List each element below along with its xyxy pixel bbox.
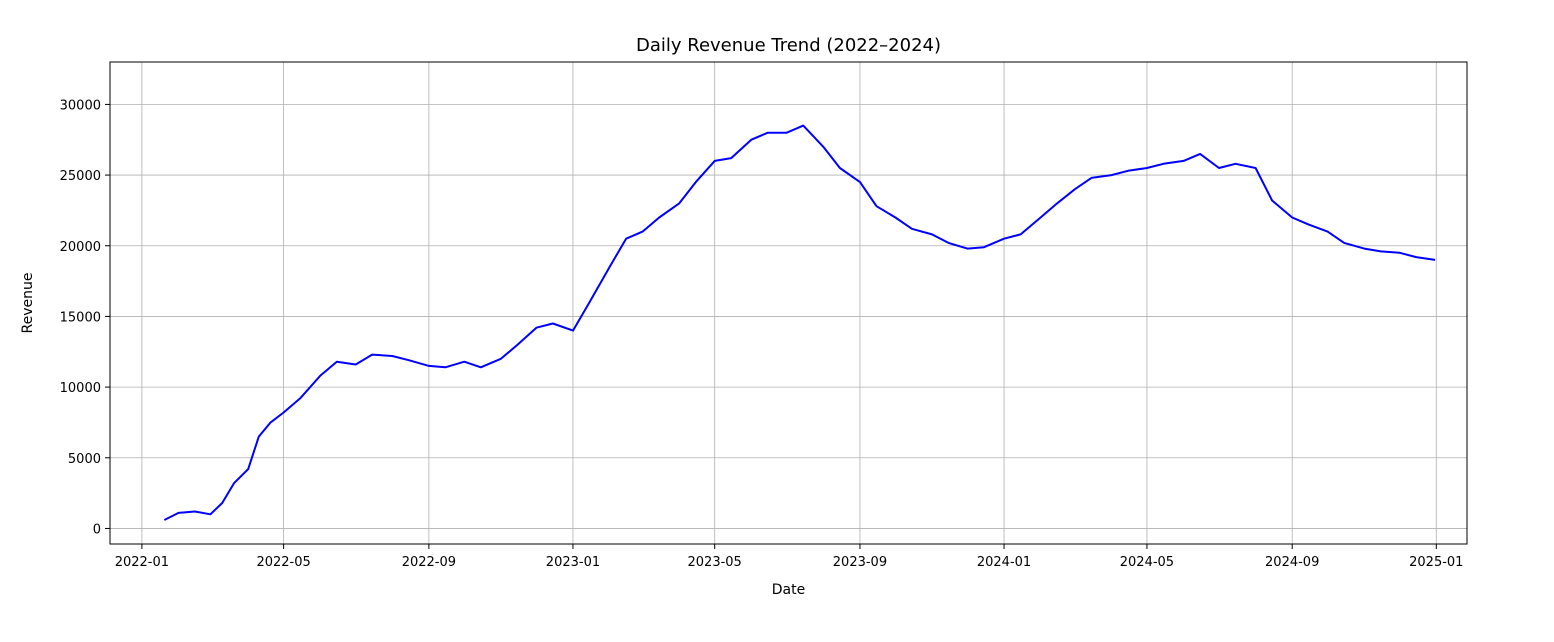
y-tick-label: 5000: [68, 452, 101, 467]
y-tick-label: 0: [93, 522, 101, 537]
x-tick-label: 2023-09: [833, 555, 887, 570]
y-tick-label: 25000: [60, 169, 101, 184]
x-tick-label: 2022-05: [256, 555, 310, 570]
y-tick-label: 10000: [60, 381, 101, 396]
x-tick-label: 2024-09: [1265, 555, 1319, 570]
x-tick-label: 2024-01: [977, 555, 1031, 570]
x-tick-label: 2022-01: [115, 555, 169, 570]
y-tick-label: 20000: [60, 240, 101, 255]
x-tick-label: 2023-05: [688, 555, 742, 570]
chart-title: Daily Revenue Trend (2022–2024): [636, 35, 941, 56]
x-tick-label: 2023-01: [546, 555, 600, 570]
x-axis-label: Date: [772, 582, 805, 598]
y-axis-label: Revenue: [20, 273, 36, 334]
x-tick-label: 2024-05: [1120, 555, 1174, 570]
y-tick-label: 15000: [60, 310, 101, 325]
y-tick-label: 30000: [60, 98, 101, 113]
x-tick-label: 2022-09: [402, 555, 456, 570]
x-tick-label: 2025-01: [1409, 555, 1463, 570]
